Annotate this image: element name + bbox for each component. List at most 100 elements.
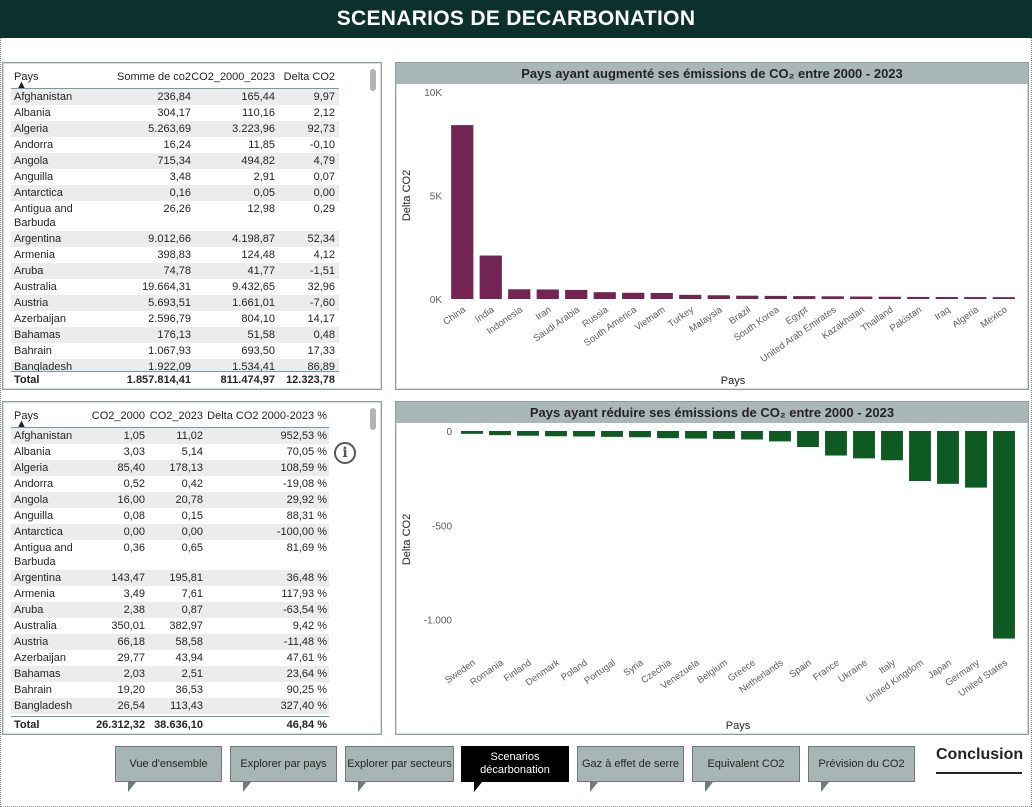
table-row[interactable]: Azerbaijan 2.596,79 804,10 14,17 (11, 311, 339, 327)
cell-value: 85,40 (117, 462, 145, 474)
table-row[interactable]: Afghanistan 1,05 11,02 952,53 % (11, 428, 329, 444)
table-row[interactable]: Bahamas 176,13 51,58 0,48 (11, 327, 339, 343)
nav-tail (358, 782, 366, 792)
bar-thailand (878, 296, 901, 299)
cell-country: Andorra (14, 139, 54, 151)
col-header-pays[interactable]: Pays (14, 410, 39, 422)
table-row[interactable]: Albania 304,17 110,16 2,12 (11, 105, 339, 121)
bar-france (825, 431, 847, 456)
table-row[interactable]: Bahamas 2,03 2,51 23,64 % (11, 666, 329, 682)
cell-country: Bahrain (14, 345, 52, 357)
bar-iraq (935, 297, 958, 299)
table-row[interactable]: Armenia 398,83 124,48 4,12 (11, 247, 339, 263)
cell-country: Australia (14, 620, 57, 632)
bar-czechia (657, 431, 679, 439)
cell-country: Bangladesh (14, 361, 73, 371)
nav-scenarios-button[interactable]: Scenarios décarbonation (461, 746, 569, 782)
table-row[interactable]: Bangladesh 1.922,09 1.534,41 86,89 (11, 359, 339, 371)
cell-value: 124,48 (241, 249, 275, 261)
table-row[interactable]: Bangladesh 26,54 113,43 327,40 % (11, 698, 329, 714)
table-row[interactable]: Andorra 0,52 0,42 -19,08 % (11, 476, 329, 492)
col-header-co2-2000[interactable]: CO2_2000 (91, 410, 145, 422)
table-row[interactable]: Argentina 9.012,66 4.198,87 52,34 (11, 231, 339, 247)
cell-country: Bahamas (14, 329, 61, 341)
cell-value: 36,53 (175, 684, 203, 696)
table-row[interactable]: Bahrain 19,20 36,53 90,25 % (11, 682, 329, 698)
cell-value: 2,91 (253, 171, 275, 183)
col-header-delta-pct[interactable]: Delta CO2 2000-2023 % (207, 410, 327, 422)
col-header-co2-2023[interactable]: CO2_2023 (149, 410, 203, 422)
table-row[interactable]: Aruba 2,38 0,87 -63,54 % (11, 602, 329, 618)
table-scrollbar[interactable] (370, 69, 376, 91)
cell-value: 58,58 (175, 636, 203, 648)
cell-value: 32,96 (307, 281, 335, 293)
table-row[interactable]: Austria 66,18 58,58 -11,48 % (11, 634, 329, 650)
table-row[interactable]: Andorra 16,24 11,85 -0,10 (11, 137, 339, 153)
y-tick-label: 10K (424, 88, 442, 99)
cell-value: 5.263,69 (148, 123, 191, 135)
x-tick-label: Iraq (933, 304, 953, 322)
table-row[interactable]: Afghanistan 236,84 165,44 9,97 (11, 89, 339, 105)
table-row[interactable]: Antarctica 0,16 0,05 0,00 (11, 185, 339, 201)
bar-algeria (964, 297, 987, 299)
table-row[interactable]: Angola 16,00 20,78 29,92 % (11, 492, 329, 508)
cell-value: 0,52 (123, 478, 145, 490)
cell-value: 2,38 (123, 604, 145, 616)
cell-value: 178,13 (169, 462, 203, 474)
cell-value: 3,48 (169, 171, 191, 183)
table-row[interactable]: Angola 715,34 494,82 4,79 (11, 153, 339, 169)
table-row[interactable]: Bahrain 1.067,93 693,50 17,33 (11, 343, 339, 359)
nav-equivalent-co2-button[interactable]: Equivalent CO2 (692, 746, 800, 782)
info-icon[interactable]: i (334, 442, 356, 464)
col-header-delta[interactable]: Delta CO2 (283, 71, 335, 83)
bar-united-kingdom (909, 431, 931, 482)
table-body: Afghanistan 236,84 165,44 9,97 Albania 304,17… (11, 89, 339, 371)
cell-value: 43,94 (175, 652, 203, 664)
nav-gaz-effet-serre-button[interactable]: Gaz à effet de serre (577, 746, 684, 782)
nav-tail (705, 782, 713, 792)
table-row[interactable]: Australia 350,01 382,97 9,42 % (11, 618, 329, 634)
cell-country: Antigua and Barbuda (14, 203, 73, 229)
cell-value: 9.012,66 (148, 233, 191, 245)
table-total-row: Total 1.857.814,41 811.474,97 12.323,78 (11, 371, 339, 388)
col-header-pays[interactable]: Pays (14, 71, 39, 83)
table-row[interactable]: Armenia 3,49 7,61 117,93 % (11, 586, 329, 602)
table-row[interactable]: Argentina 143,47 195,81 36,48 % (11, 570, 329, 586)
nav-explorer-pays-button[interactable]: Explorer par pays (230, 746, 337, 782)
cell-value: 494,82 (241, 155, 275, 167)
table-row[interactable]: Algeria 85,40 178,13 108,59 % (11, 460, 329, 476)
bar-kazakhstan (850, 296, 873, 299)
nav-conclusion-button[interactable]: Conclusion (936, 746, 1023, 774)
table-row[interactable]: Antigua and Barbuda 26,26 12,98 0,29 (11, 201, 339, 231)
cell-value: 113,43 (170, 700, 203, 712)
x-tick-label: Portugal (582, 657, 617, 686)
table-row[interactable]: Aruba 74,78 41,77 -1,51 (11, 263, 339, 279)
cell-value: -63,54 % (282, 604, 327, 616)
cell-value: 108,59 % (280, 462, 327, 474)
col-header-co2-2000-2023[interactable]: CO2_2000_2023 (191, 71, 275, 83)
cell-value: 3,49 (123, 588, 145, 600)
x-tick-label: Spain (787, 657, 813, 680)
bar-turkey (679, 294, 702, 299)
col-header-somme[interactable]: Somme de co2 (117, 71, 191, 83)
x-tick-label: Belgium (695, 657, 729, 686)
nav-prevision-co2-button[interactable]: Prévision du CO2 (808, 746, 915, 782)
y-tick-label: 0K (430, 295, 443, 306)
table-row[interactable]: Anguilla 3,48 2,91 0,07 (11, 169, 339, 185)
table-row[interactable]: Antarctica 0,00 0,00 -100,00 % (11, 524, 329, 540)
table-row[interactable]: Anguilla 0,08 0,15 88,31 % (11, 508, 329, 524)
cell-country: Aruba (14, 265, 44, 277)
table-row[interactable]: Austria 5.693,51 1.661,01 -7,60 (11, 295, 339, 311)
table-row[interactable]: Algeria 5.263,69 3.223,96 92,73 (11, 121, 339, 137)
cell-value: 88,31 % (286, 510, 327, 522)
cell-value: 52,34 (307, 233, 335, 245)
nav-vue-ensemble-button[interactable]: Vue d'ensemble (115, 746, 222, 782)
nav-explorer-secteurs-button[interactable]: Explorer par secteurs (345, 746, 454, 782)
table-scrollbar[interactable] (370, 408, 376, 430)
table-row[interactable]: Albania 3,03 5,14 70,05 % (11, 444, 329, 460)
table-row[interactable]: Australia 19.664,31 9.432,65 32,96 (11, 279, 339, 295)
table-row[interactable]: Antigua and Barbuda 0,36 0,65 81,69 % (11, 540, 329, 570)
table-row[interactable]: Azerbaijan 29,77 43,94 47,61 % (11, 650, 329, 666)
cell-value: 70,05 % (286, 446, 327, 458)
